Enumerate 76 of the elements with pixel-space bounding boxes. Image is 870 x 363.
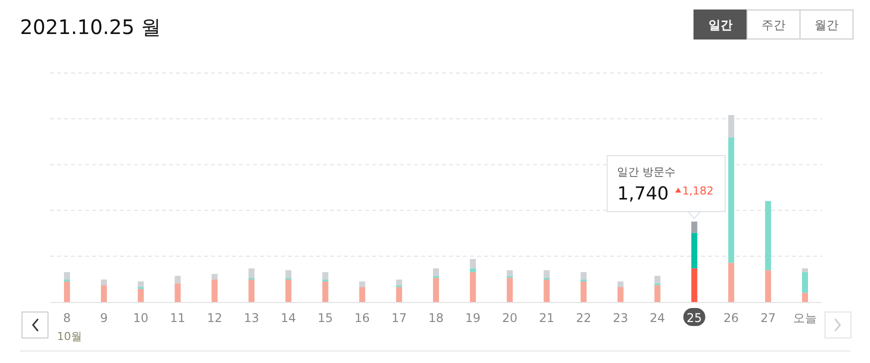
x-tick-label: 25 xyxy=(686,311,702,325)
bar xyxy=(174,283,181,302)
bar xyxy=(396,280,402,286)
bar xyxy=(138,281,144,288)
bar xyxy=(618,287,624,302)
bar xyxy=(100,280,107,286)
bar xyxy=(544,280,550,302)
bar xyxy=(506,270,513,276)
bar xyxy=(802,268,808,272)
annotation: 1,740 xyxy=(617,184,669,205)
bar xyxy=(691,268,698,302)
bar xyxy=(580,281,587,302)
annotation: 일간 방문수 xyxy=(617,166,676,179)
bar xyxy=(691,222,698,233)
text: 10월 xyxy=(57,330,82,343)
x-tick-label: 20 xyxy=(502,311,518,325)
bar xyxy=(470,258,476,268)
bar xyxy=(322,281,328,302)
x-tick-label: 8 xyxy=(63,311,71,325)
bar xyxy=(212,280,218,302)
bar xyxy=(802,292,808,302)
bar xyxy=(248,268,254,278)
bar xyxy=(802,272,808,293)
bar xyxy=(470,272,476,302)
bar xyxy=(506,278,513,302)
x-tick-label: 14 xyxy=(280,311,296,325)
x-tick-label: 10 xyxy=(133,311,148,325)
bar xyxy=(654,285,660,302)
bar xyxy=(728,262,734,302)
bar xyxy=(174,276,181,284)
annotation: 1,182 xyxy=(682,184,714,198)
bar xyxy=(765,201,772,270)
x-tick-label: 23 xyxy=(612,311,628,325)
tooltip: 일간 방문수 1,740 1,182 xyxy=(606,155,726,220)
x-tick-label: 17 xyxy=(391,311,407,325)
x-tick-label: 15 xyxy=(318,311,333,325)
bar xyxy=(470,268,476,272)
x-tick-label: 13 xyxy=(244,311,260,325)
x-tick-label: 16 xyxy=(354,311,370,325)
x-tick-label: 24 xyxy=(650,311,666,325)
bar xyxy=(691,232,698,268)
text: 월간 xyxy=(814,18,838,32)
bar xyxy=(618,281,624,288)
bar xyxy=(728,137,734,263)
bar xyxy=(64,272,70,280)
bar xyxy=(64,281,70,302)
bar xyxy=(433,278,439,302)
x-tick-label: 27 xyxy=(760,311,776,325)
bar xyxy=(359,281,366,288)
bar xyxy=(433,268,439,276)
chart-title: 2021.10.25 월 xyxy=(20,15,161,39)
bar xyxy=(654,276,660,284)
x-tick-label: 26 xyxy=(724,311,739,325)
bar xyxy=(212,274,218,280)
x-tick-label: 12 xyxy=(206,311,222,325)
bar xyxy=(138,288,144,302)
bar xyxy=(285,270,292,278)
bar xyxy=(285,280,292,302)
bar xyxy=(396,287,402,302)
text: 주간 xyxy=(762,18,786,32)
x-tick-label: 오늘 xyxy=(793,311,817,325)
bar xyxy=(544,270,550,278)
x-tick-label: 18 xyxy=(428,311,444,325)
bar xyxy=(100,285,107,302)
bar xyxy=(322,272,328,280)
x-tick-label: 21 xyxy=(539,311,554,325)
x-tick-label: 11 xyxy=(170,311,186,325)
bar xyxy=(580,272,587,280)
bar xyxy=(728,115,734,138)
text: 일간 xyxy=(708,18,732,32)
bar xyxy=(765,270,772,302)
x-tick-label: 22 xyxy=(576,311,592,325)
bar xyxy=(248,280,254,302)
x-tick-label: 19 xyxy=(465,311,481,325)
x-tick-label: 9 xyxy=(100,311,108,325)
bar xyxy=(359,287,366,302)
